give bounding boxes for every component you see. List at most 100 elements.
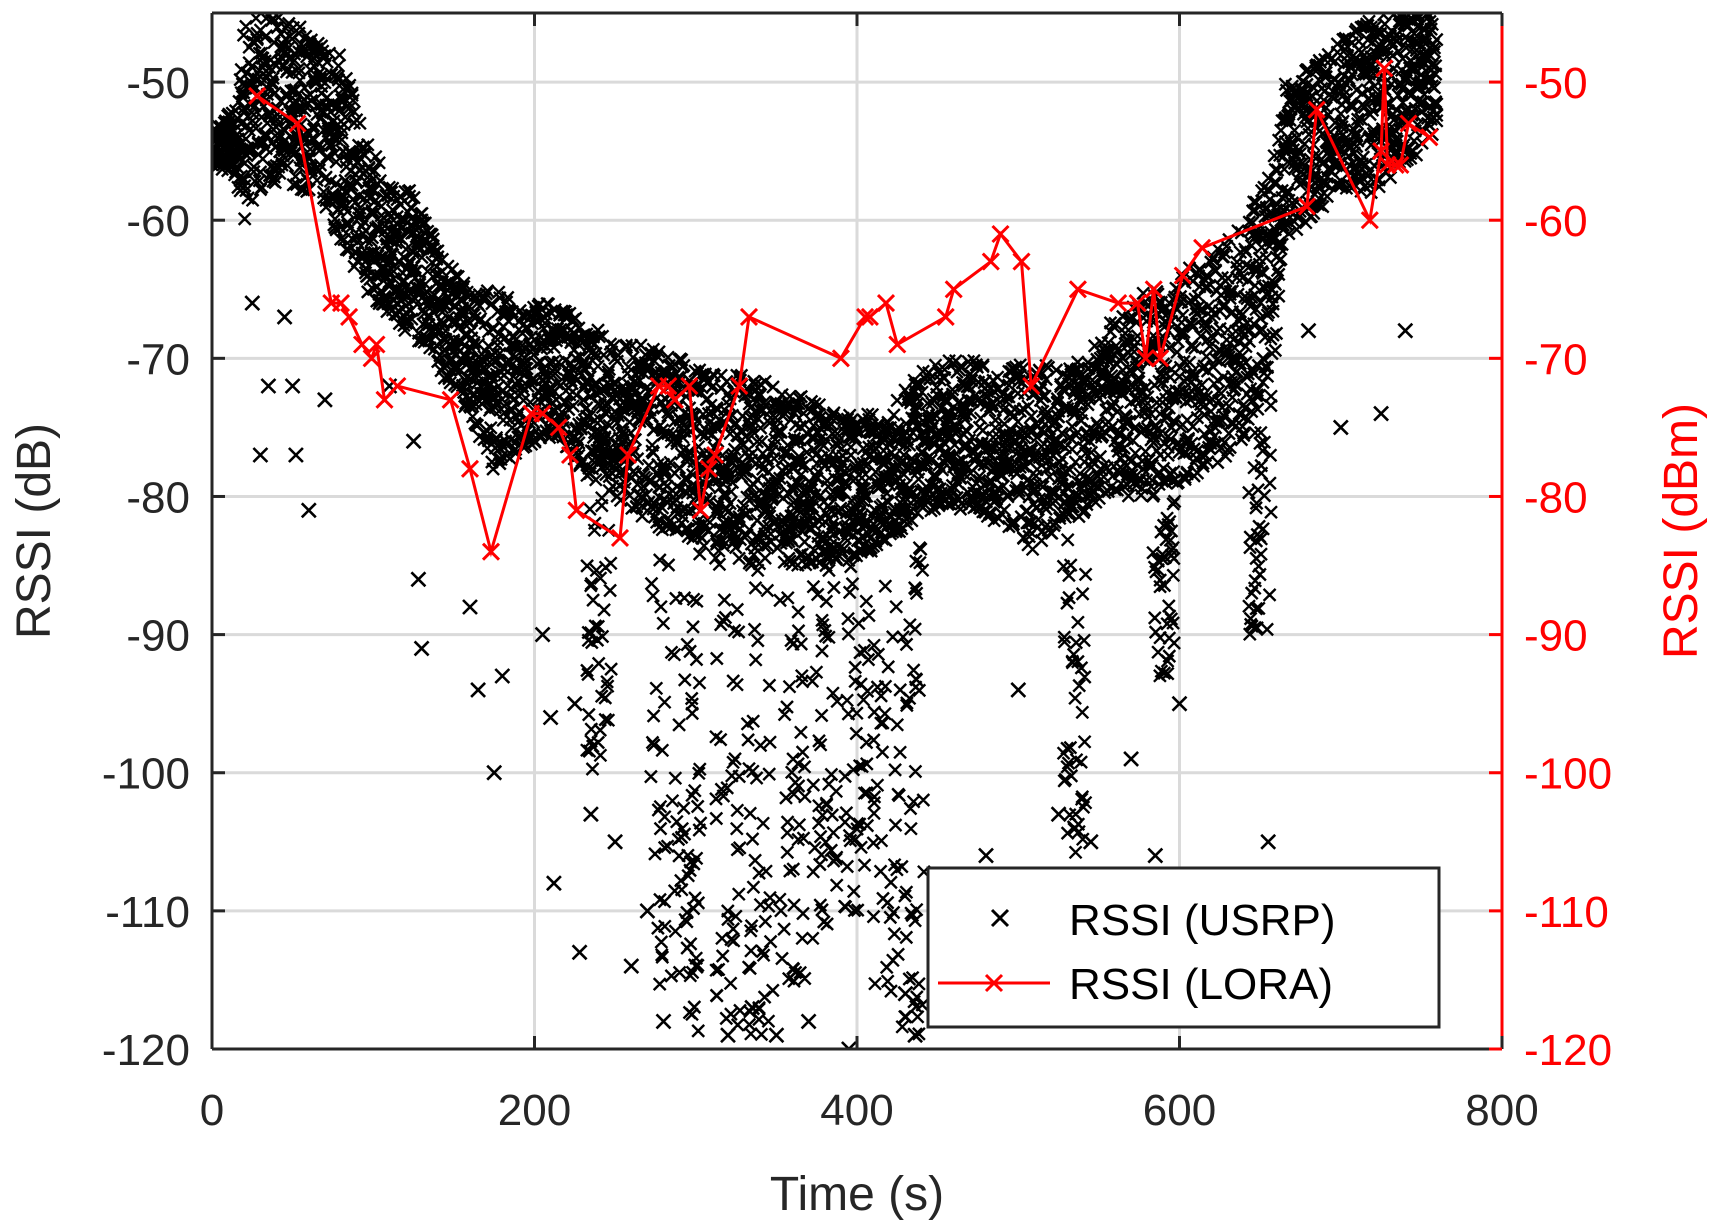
lora-point — [730, 376, 749, 396]
y-left-axis-label: RSSI (dB) — [8, 423, 61, 639]
lora-point — [981, 252, 1000, 271]
usrp-point — [300, 502, 317, 519]
lora-point — [352, 335, 372, 354]
usrp-point — [545, 875, 562, 892]
y-left-tick-label: -70 — [126, 335, 190, 384]
x-tick-label: 600 — [1143, 1086, 1216, 1135]
lora-point — [481, 542, 501, 561]
lora-point — [1068, 280, 1087, 299]
usrp-point — [571, 944, 588, 961]
y-left-tick-label: -120 — [102, 1026, 190, 1075]
lora-point — [1136, 349, 1155, 368]
lora-point — [375, 390, 394, 409]
legend-lora-x — [984, 973, 1004, 993]
usrp-point — [623, 958, 640, 975]
lora-point — [1012, 252, 1031, 271]
y-right-tick-label: -70 — [1524, 335, 1588, 384]
lora-point — [944, 280, 963, 299]
y-right-tick-label: -80 — [1524, 473, 1588, 522]
usrp-point — [607, 833, 624, 850]
lora-point — [680, 376, 699, 396]
y-left-tick-labels: -120 -110 -100 -90 -80 -70 -60 -50 — [102, 59, 190, 1075]
usrp-point — [720, 1027, 736, 1044]
legend-usrp-marker — [990, 908, 1010, 928]
x-tick-label: 0 — [200, 1086, 224, 1135]
lora-point — [699, 459, 718, 478]
y-left-tick-label: -50 — [126, 59, 190, 108]
usrp-point — [744, 999, 761, 1016]
lora-point — [1375, 59, 1394, 78]
y-right-tick-label: -100 — [1524, 750, 1612, 799]
usrp-point — [276, 308, 293, 325]
lora-point — [1128, 294, 1147, 313]
usrp-point — [316, 391, 333, 408]
lora-point — [691, 501, 710, 520]
usrp-point — [462, 599, 478, 615]
lora-point — [362, 349, 381, 368]
lora-point — [665, 390, 684, 409]
lora-point — [1307, 100, 1326, 119]
x-tick-label: 800 — [1465, 1086, 1538, 1135]
lora-point — [367, 335, 386, 354]
usrp-point — [800, 1013, 817, 1030]
legend-box — [926, 866, 1441, 1029]
usrp-point — [260, 378, 277, 394]
usrp-point — [244, 295, 261, 312]
usrp-point — [655, 1013, 672, 1030]
lora-point — [441, 390, 460, 409]
usrp-point — [978, 847, 994, 864]
lora-point — [856, 307, 875, 326]
usrp-point — [1050, 806, 1067, 823]
lora-point — [248, 86, 267, 105]
usrp-point — [287, 447, 304, 463]
usrp-point — [1082, 833, 1099, 850]
legend-usrp-label: RSSI (USRP) — [1069, 896, 1335, 945]
lora-point — [1022, 376, 1041, 396]
y-right-tick-label: -110 — [1524, 888, 1609, 937]
usrp-point — [768, 1027, 785, 1044]
usrp-point — [542, 709, 559, 726]
usrp-point — [534, 626, 551, 643]
x-tick-label: 400 — [820, 1086, 893, 1135]
y-left-tick-label: -100 — [102, 750, 190, 799]
lora-point — [460, 459, 480, 478]
usrp-point — [413, 640, 430, 657]
lora-point — [1151, 349, 1170, 368]
x-axis-label: Time (s) — [770, 1168, 944, 1221]
legend-usrp-x — [990, 908, 1010, 928]
lora-point — [1360, 211, 1379, 230]
lora-point — [1193, 238, 1212, 257]
legend-lora-label: RSSI (LORA) — [1069, 960, 1333, 1009]
lora-point — [567, 501, 586, 520]
lora-point — [618, 445, 638, 465]
lora-point — [1144, 280, 1163, 299]
usrp-point — [1066, 820, 1083, 836]
legend-lora-marker — [984, 973, 1004, 993]
lora-point — [549, 418, 568, 437]
usrp-point — [840, 1041, 857, 1049]
y-left-tick-label: -60 — [126, 197, 190, 246]
usrp-point — [1397, 322, 1414, 339]
x-tick-labels: 0 200 400 600 800 — [200, 1086, 1539, 1135]
usrp-point — [284, 378, 301, 394]
lora-point — [1372, 142, 1391, 161]
usrp-point — [252, 447, 269, 463]
y-left-tick-label: -80 — [126, 473, 190, 522]
usrp-point — [687, 958, 704, 975]
lora-point — [1391, 155, 1410, 174]
usrp-point — [1147, 847, 1164, 864]
lora-point — [659, 376, 678, 396]
lora-point — [888, 335, 907, 354]
lora-point — [739, 307, 759, 326]
usrp-point — [405, 433, 422, 450]
usrp-point — [470, 681, 487, 698]
lora-point — [860, 307, 879, 326]
usrp-point — [1300, 322, 1317, 339]
y-right-tick-label: -50 — [1524, 59, 1588, 108]
legend: RSSI (USRP) RSSI (LORA) — [926, 866, 1441, 1029]
lora-point — [706, 445, 725, 465]
lora-point — [340, 307, 359, 326]
usrp-point — [639, 902, 656, 919]
axes — [210, 11, 1504, 1051]
